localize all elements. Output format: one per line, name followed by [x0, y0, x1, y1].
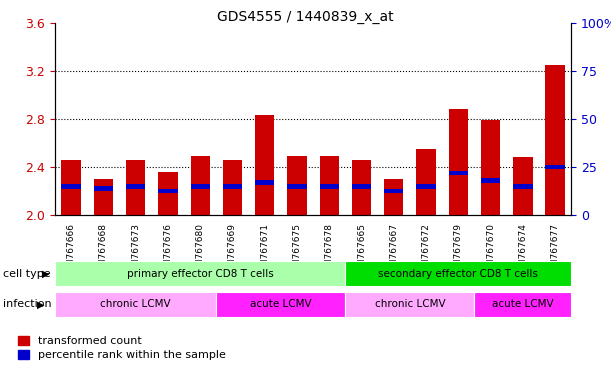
Bar	[287, 156, 307, 215]
Bar	[255, 116, 274, 215]
Bar	[448, 170, 468, 175]
Text: cell type: cell type	[3, 268, 51, 279]
Bar	[481, 120, 500, 215]
Bar	[158, 189, 178, 194]
Bar	[93, 186, 113, 191]
Bar	[126, 184, 145, 189]
Bar	[191, 184, 210, 189]
Bar	[513, 157, 533, 215]
Bar	[223, 160, 242, 215]
Bar	[62, 184, 81, 189]
Bar	[384, 179, 403, 215]
Bar	[55, 261, 345, 286]
Bar	[384, 189, 403, 194]
Text: chronic LCMV: chronic LCMV	[375, 299, 445, 310]
Bar	[481, 178, 500, 183]
Bar	[546, 165, 565, 169]
Bar	[191, 156, 210, 215]
Bar	[352, 184, 371, 189]
Text: GDS4555 / 1440839_x_at: GDS4555 / 1440839_x_at	[217, 10, 394, 23]
Bar	[345, 292, 475, 317]
Text: ▶: ▶	[42, 268, 49, 279]
Bar	[287, 184, 307, 189]
Bar	[417, 184, 436, 189]
Bar	[255, 180, 274, 185]
Text: acute LCMV: acute LCMV	[492, 299, 554, 310]
Bar	[448, 109, 468, 215]
Text: secondary effector CD8 T cells: secondary effector CD8 T cells	[378, 268, 538, 279]
Bar	[345, 261, 571, 286]
Bar	[320, 156, 339, 215]
Bar	[475, 292, 571, 317]
Bar	[216, 292, 345, 317]
Bar	[126, 160, 145, 215]
Bar	[320, 184, 339, 189]
Bar	[513, 184, 533, 189]
Bar	[93, 179, 113, 215]
Text: ▶: ▶	[37, 299, 44, 310]
Legend: transformed count, percentile rank within the sample: transformed count, percentile rank withi…	[18, 336, 225, 360]
Bar	[55, 292, 216, 317]
Bar	[417, 149, 436, 215]
Text: primary effector CD8 T cells: primary effector CD8 T cells	[127, 268, 274, 279]
Bar	[62, 160, 81, 215]
Bar	[158, 172, 178, 215]
Text: infection: infection	[3, 299, 52, 310]
Text: chronic LCMV: chronic LCMV	[100, 299, 171, 310]
Text: acute LCMV: acute LCMV	[250, 299, 312, 310]
Bar	[223, 184, 242, 189]
Bar	[352, 160, 371, 215]
Bar	[546, 65, 565, 215]
